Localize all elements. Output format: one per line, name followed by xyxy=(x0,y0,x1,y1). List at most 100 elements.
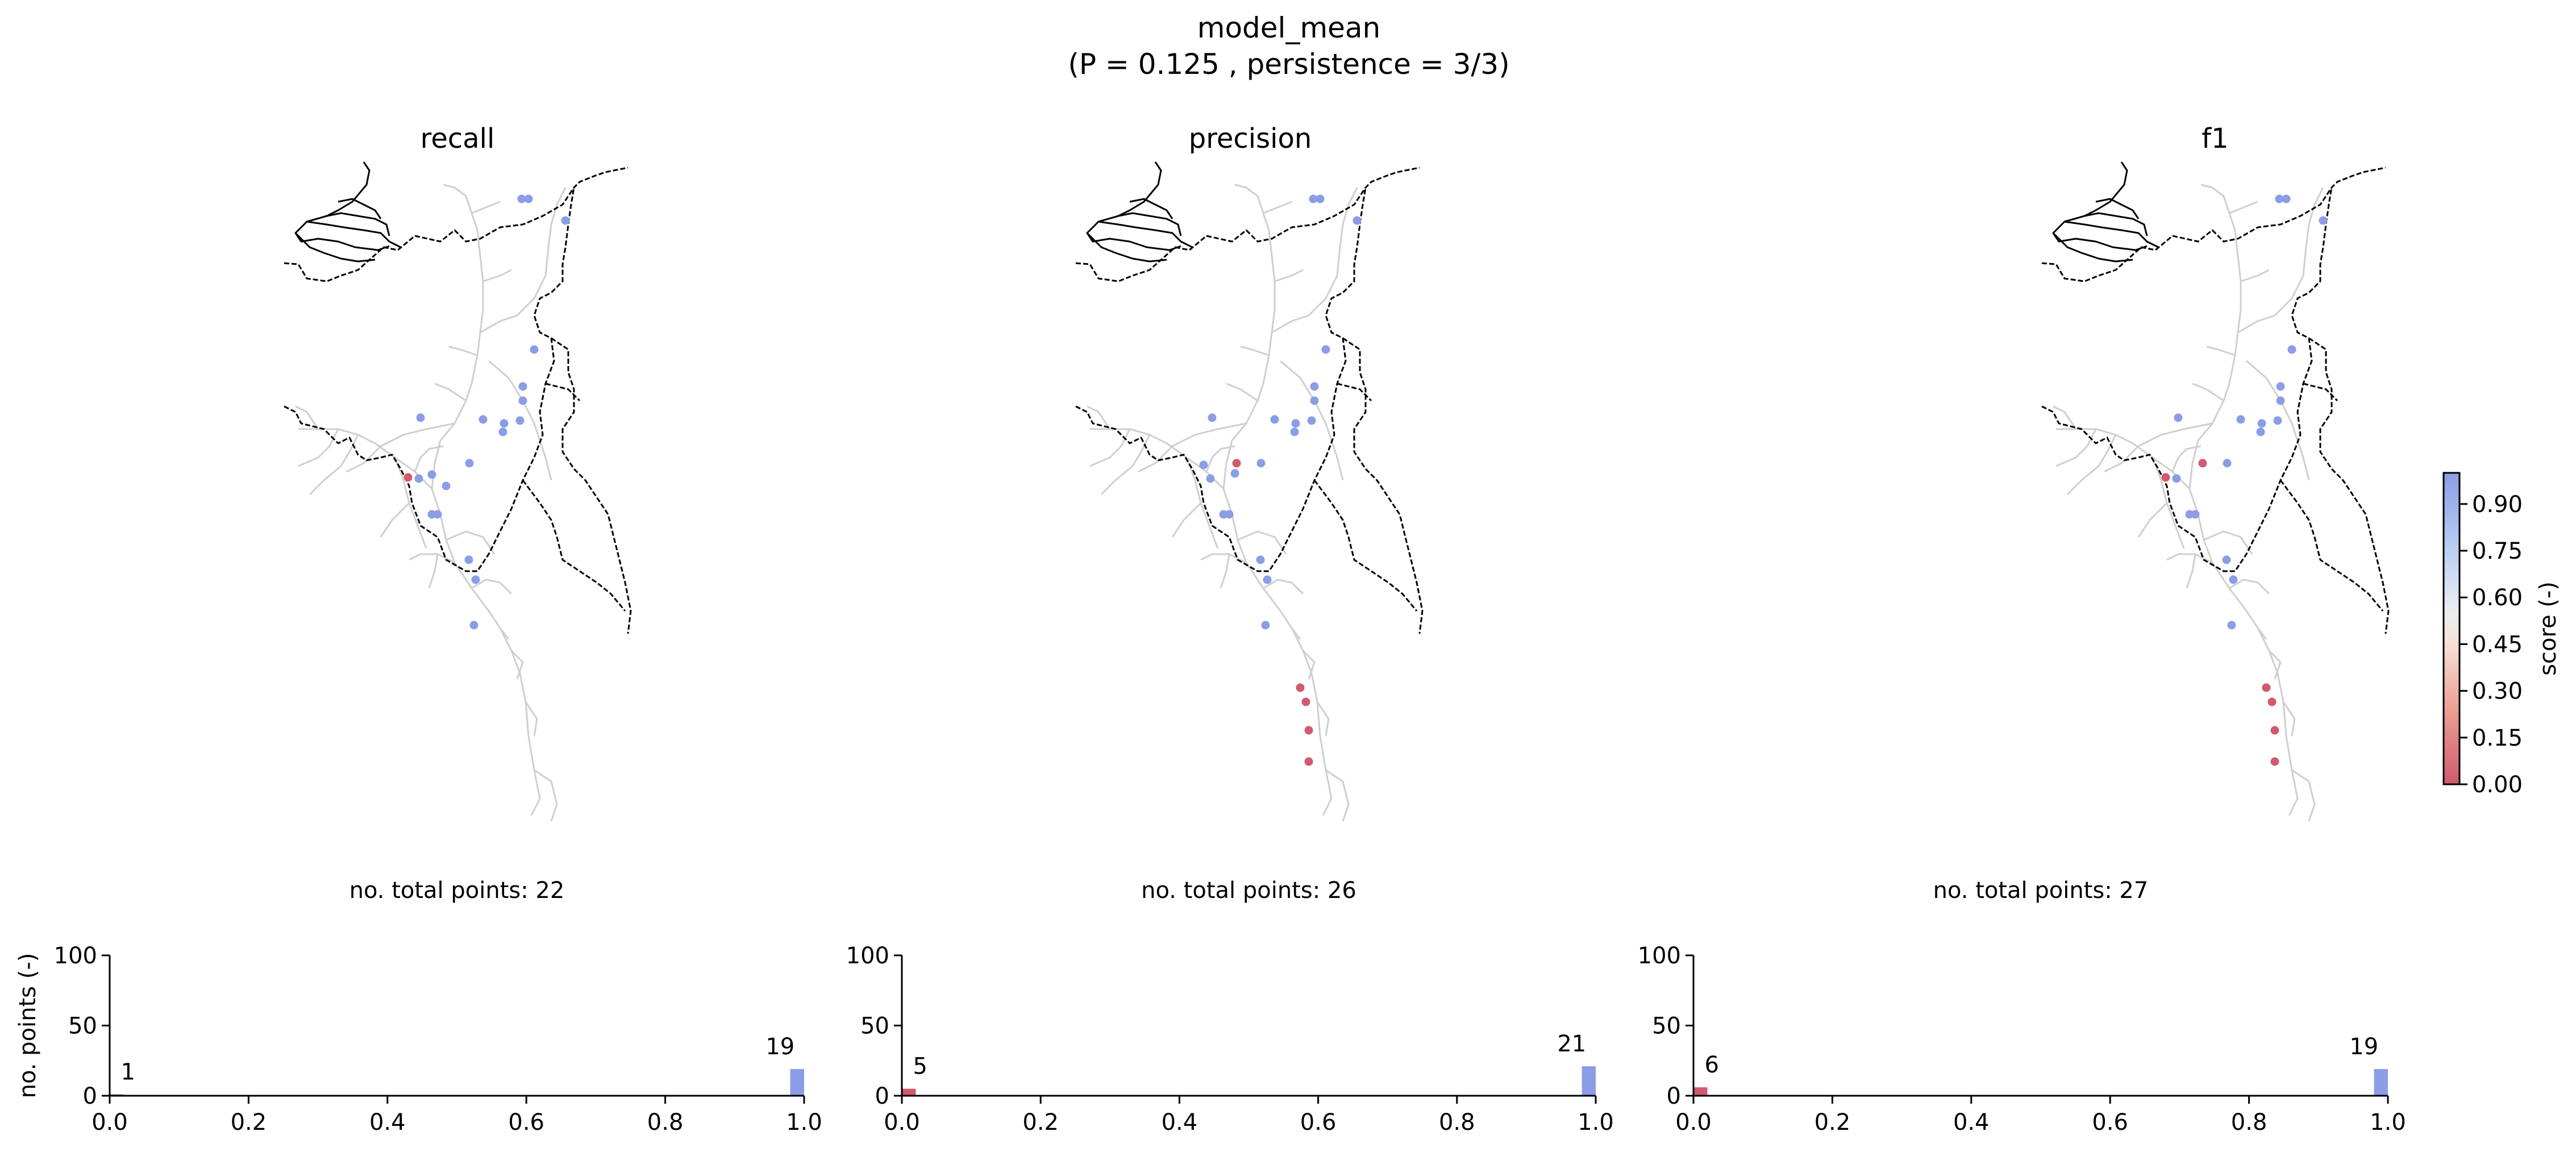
station-marker xyxy=(1256,555,1265,564)
station-marker xyxy=(416,413,425,422)
y-tick-label: 50 xyxy=(68,1013,97,1039)
x-tick-label: 0.2 xyxy=(1815,1109,1851,1136)
x-tick-label: 0.8 xyxy=(1439,1109,1475,1136)
station-marker xyxy=(2276,382,2285,391)
station-marker xyxy=(2262,683,2271,692)
colorbar-tick-label: 0.30 xyxy=(2472,679,2523,705)
map-f1 xyxy=(2041,161,2390,822)
station-marker xyxy=(1230,469,1239,478)
histogram-title: no. total points: 22 xyxy=(349,877,565,904)
y-tick-label: 100 xyxy=(846,943,889,969)
station-marker xyxy=(433,510,442,519)
histogram-bar-label: 19 xyxy=(2349,1034,2378,1060)
y-tick-label: 0 xyxy=(875,1083,889,1109)
station-marker xyxy=(2174,413,2183,422)
histogram-title: no. total points: 26 xyxy=(1141,877,1356,904)
histogram-recall: no. total points: 22 1 19 0 50 100 0.0 0.2 0.4 0.… xyxy=(15,877,822,1136)
histogram-bar xyxy=(1582,1066,1596,1096)
colorbar-tick-label: 0.45 xyxy=(2472,631,2523,658)
histogram-bar-label: 21 xyxy=(1557,1031,1586,1057)
x-tick-label: 0.6 xyxy=(508,1109,544,1136)
station-marker xyxy=(2319,216,2328,225)
y-tick-label: 0 xyxy=(1667,1083,1681,1109)
station-marker xyxy=(2287,345,2296,354)
histogram-bar-label: 6 xyxy=(1704,1052,1718,1078)
station-marker xyxy=(427,470,436,479)
station-marker xyxy=(1304,757,1313,766)
station-marker xyxy=(2223,459,2232,468)
x-tick-label: 0.6 xyxy=(2092,1109,2128,1136)
map-points xyxy=(403,194,570,630)
y-tick-label: 100 xyxy=(54,943,97,969)
station-marker xyxy=(2236,415,2245,424)
station-marker xyxy=(2267,697,2277,706)
station-marker xyxy=(1316,194,1325,203)
station-marker xyxy=(2282,194,2291,203)
station-marker xyxy=(2257,419,2266,428)
station-marker xyxy=(1263,575,1272,584)
station-marker xyxy=(2276,396,2285,405)
x-tick-label: 0.8 xyxy=(647,1109,684,1136)
figure-title: model_mean xyxy=(1197,11,1381,44)
station-marker xyxy=(1307,416,1316,425)
station-marker xyxy=(2229,575,2238,584)
station-marker xyxy=(2222,555,2231,564)
station-marker xyxy=(1304,726,1313,735)
x-tick-label: 1.0 xyxy=(786,1109,822,1136)
station-marker xyxy=(2273,416,2282,425)
map-title-f1: f1 xyxy=(2202,123,2228,155)
histogram-bar-label: 1 xyxy=(120,1059,135,1086)
x-tick-label: 0.0 xyxy=(91,1109,128,1136)
colorbar: 0.00 0.15 0.30 0.45 0.60 0.75 0.90 score (-) xyxy=(2442,472,2561,798)
y-axis-label: no. points (-) xyxy=(15,953,41,1099)
station-marker xyxy=(561,216,570,225)
x-tick-label: 0.4 xyxy=(1953,1109,1990,1136)
colorbar-tick-label: 0.75 xyxy=(2472,538,2523,564)
x-tick-label: 1.0 xyxy=(2370,1109,2406,1136)
station-marker xyxy=(471,575,480,584)
histogram-bar xyxy=(902,1088,916,1096)
station-marker xyxy=(442,481,451,490)
station-marker xyxy=(478,415,488,424)
x-tick-label: 0.8 xyxy=(2231,1109,2267,1136)
x-tick-label: 0.2 xyxy=(1022,1109,1059,1136)
station-marker xyxy=(2270,726,2279,735)
station-marker xyxy=(530,345,539,354)
map-precision xyxy=(1075,161,1424,822)
station-marker xyxy=(2161,473,2170,482)
station-marker xyxy=(1270,415,1279,424)
y-tick-label: 100 xyxy=(1638,943,1681,969)
y-tick-label: 50 xyxy=(1652,1013,1681,1039)
station-marker xyxy=(403,473,413,482)
y-tick-label: 50 xyxy=(860,1013,889,1039)
station-marker xyxy=(414,474,423,483)
station-marker xyxy=(1301,697,1310,706)
colorbar-tick-label: 0.15 xyxy=(2472,725,2523,751)
histogram-precision: no. total points: 26 5 21 0 50 100 0.0 0.2 0.4 0.… xyxy=(846,877,1614,1136)
station-marker xyxy=(469,621,478,630)
station-marker xyxy=(1352,216,1362,225)
station-marker xyxy=(1232,459,1241,468)
colorbar-gradient xyxy=(2442,472,2461,785)
x-tick-label: 1.0 xyxy=(1578,1109,1614,1136)
station-marker xyxy=(2227,621,2236,630)
y-tick-label: 0 xyxy=(83,1083,97,1109)
x-tick-label: 0.4 xyxy=(1162,1109,1198,1136)
station-marker xyxy=(465,459,474,468)
histogram-bar xyxy=(1693,1087,1708,1096)
station-marker xyxy=(2198,459,2207,468)
station-marker xyxy=(2270,757,2279,766)
histogram-bar-label: 19 xyxy=(765,1034,794,1060)
station-marker xyxy=(2191,510,2200,519)
colorbar-ticks: 0.00 0.15 0.30 0.45 0.60 0.75 0.90 xyxy=(2460,492,2523,798)
histogram-bar-label: 5 xyxy=(913,1054,927,1080)
x-tick-label: 0.6 xyxy=(1300,1109,1337,1136)
station-marker xyxy=(515,416,525,425)
station-marker xyxy=(1206,474,1215,483)
map-points xyxy=(2161,194,2328,766)
station-marker xyxy=(1310,382,1319,391)
station-marker xyxy=(1290,427,1299,436)
colorbar-tick-label: 0.90 xyxy=(2472,492,2523,518)
colorbar-tick-label: 0.60 xyxy=(2472,585,2523,611)
